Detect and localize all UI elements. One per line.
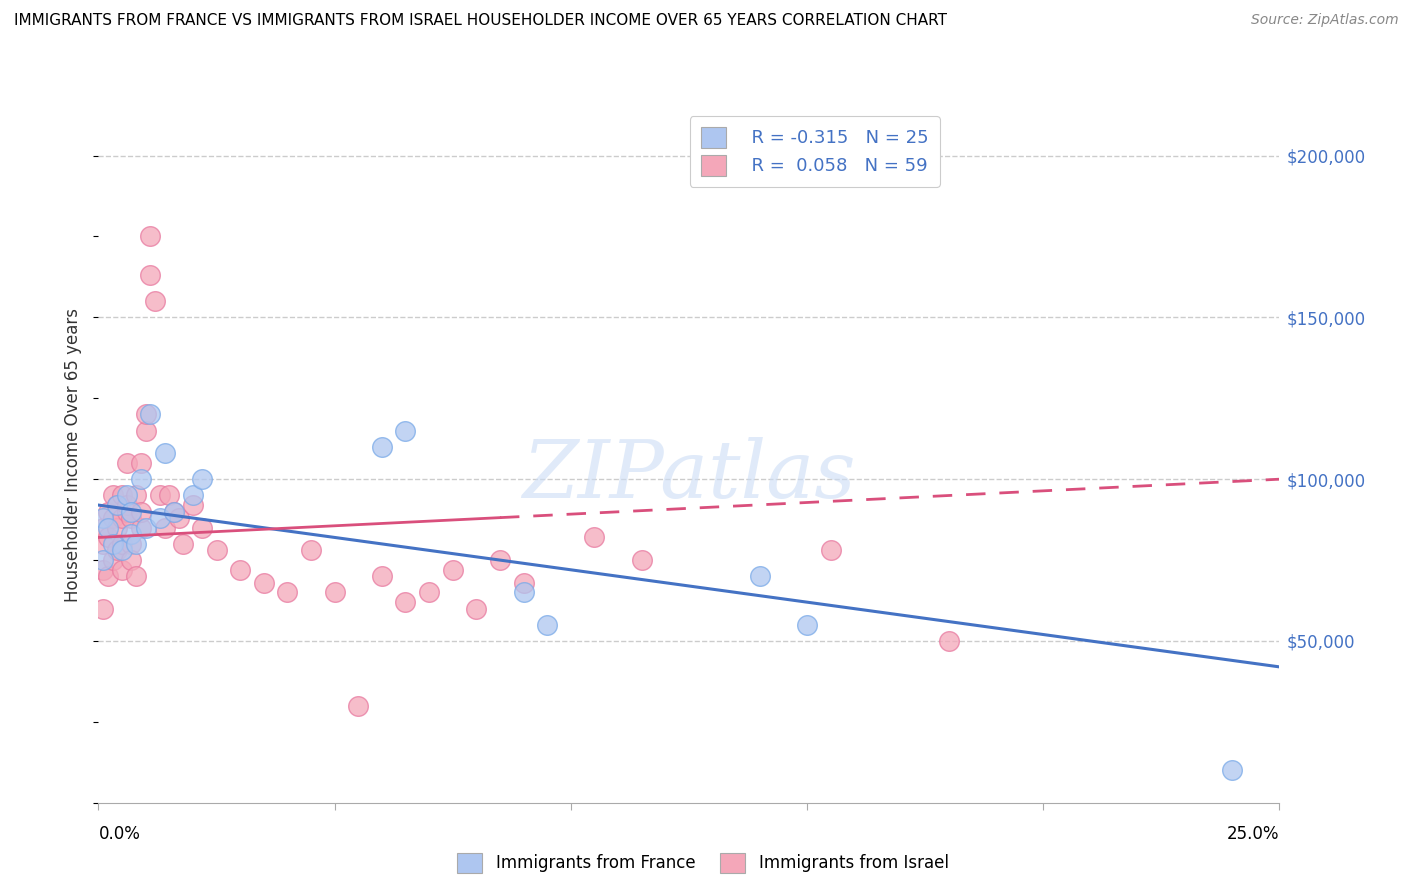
Point [181, 498, 204, 512]
Point [125, 488, 148, 502]
Point [276, 585, 298, 599]
Point [105, 543, 128, 558]
Point [97, 569, 120, 583]
Point [91, 563, 114, 577]
Point [157, 488, 180, 502]
Point [371, 440, 394, 454]
Point [121, 537, 143, 551]
Point [153, 521, 176, 535]
Text: IMMIGRANTS FROM FRANCE VS IMMIGRANTS FROM ISRAEL HOUSEHOLDER INCOME OVER 65 YEAR: IMMIGRANTS FROM FRANCE VS IMMIGRANTS FRO… [14, 13, 948, 29]
Point [135, 408, 157, 422]
Point [583, 531, 606, 545]
Point [394, 595, 416, 609]
Point [121, 527, 143, 541]
Point [938, 634, 960, 648]
Point [299, 543, 322, 558]
Point [149, 511, 172, 525]
Point [191, 521, 214, 535]
Point [111, 563, 134, 577]
Point [101, 553, 124, 567]
Point [91, 601, 114, 615]
Point [115, 456, 138, 470]
Point [191, 472, 214, 486]
Point [394, 424, 416, 438]
Point [163, 504, 186, 518]
Point [139, 268, 162, 283]
Point [512, 575, 534, 590]
Point [125, 537, 148, 551]
Text: Source: ZipAtlas.com: Source: ZipAtlas.com [1251, 13, 1399, 28]
Legend: Immigrants from France, Immigrants from Israel: Immigrants from France, Immigrants from … [451, 847, 955, 880]
Point [91, 511, 114, 525]
Point [129, 456, 152, 470]
Point [143, 294, 166, 309]
Point [323, 585, 346, 599]
Point [105, 498, 128, 512]
Point [91, 521, 114, 535]
Point [418, 585, 440, 599]
Point [129, 472, 152, 486]
Point [1220, 764, 1243, 778]
Point [101, 537, 124, 551]
Point [347, 698, 370, 713]
Point [172, 537, 194, 551]
Point [115, 488, 138, 502]
Point [465, 601, 488, 615]
Point [111, 537, 134, 551]
Point [101, 511, 124, 525]
Point [139, 408, 162, 422]
Text: 0.0%: 0.0% [98, 825, 141, 843]
Point [536, 617, 558, 632]
Y-axis label: Householder Income Over 65 years: Householder Income Over 65 years [65, 308, 83, 602]
Point [97, 531, 120, 545]
Point [121, 553, 143, 567]
Point [111, 511, 134, 525]
Point [91, 553, 114, 567]
Point [253, 575, 276, 590]
Point [101, 488, 124, 502]
Point [135, 424, 157, 438]
Point [91, 537, 114, 551]
Point [139, 229, 162, 244]
Point [111, 488, 134, 502]
Point [115, 498, 138, 512]
Legend:   R = -0.315   N = 25,   R =  0.058   N = 59: R = -0.315 N = 25, R = 0.058 N = 59 [690, 116, 939, 186]
Point [748, 569, 770, 583]
Point [129, 521, 152, 535]
Point [796, 617, 818, 632]
Point [121, 511, 143, 525]
Point [129, 504, 152, 518]
Point [135, 521, 157, 535]
Point [115, 504, 138, 518]
Point [167, 511, 190, 525]
Point [121, 504, 143, 518]
Point [820, 543, 842, 558]
Point [105, 521, 128, 535]
Point [371, 569, 394, 583]
Point [163, 504, 186, 518]
Point [181, 488, 204, 502]
Point [229, 563, 252, 577]
Point [149, 488, 172, 502]
Point [153, 446, 176, 460]
Point [125, 569, 148, 583]
Point [97, 504, 120, 518]
Point [111, 543, 134, 558]
Point [205, 543, 228, 558]
Text: ZIPatlas: ZIPatlas [522, 437, 856, 515]
Point [489, 553, 512, 567]
Point [105, 498, 128, 512]
Point [512, 585, 534, 599]
Point [441, 563, 464, 577]
Point [97, 521, 120, 535]
Text: 25.0%: 25.0% [1227, 825, 1279, 843]
Point [630, 553, 652, 567]
